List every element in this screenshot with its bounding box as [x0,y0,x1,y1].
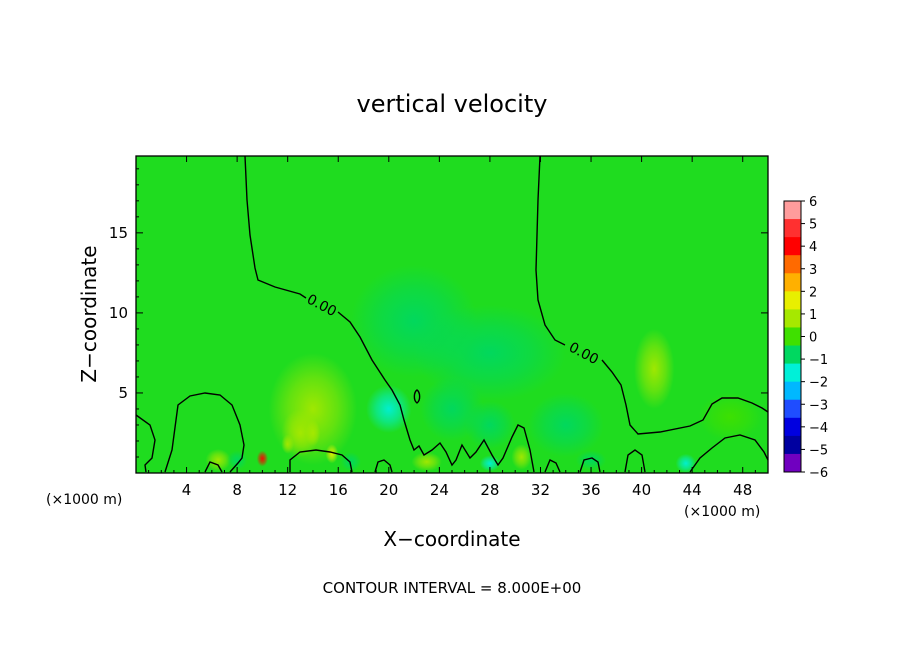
x-tick-label: 28 [480,481,499,499]
x-tick-label: 16 [329,481,348,499]
zero-contour-right [535,155,566,346]
zero-contour-left [244,155,307,299]
field-downdraft [366,384,412,433]
colorbar-label: −4 [809,421,828,436]
colorbar-swatch [784,435,801,455]
x-tick-label: 20 [379,481,398,499]
x-unit-right: (×1000 m) [684,504,760,520]
zero-contour-cell-3 [374,459,393,473]
x-tick-label: 4 [182,481,192,499]
y-tick-label: 5 [118,384,128,402]
colorbar-swatch [784,417,801,437]
colorbar-label: −6 [809,466,828,481]
field-downdraft [575,450,607,470]
zero-contour-cell-2 [289,449,353,473]
zero-contour-cell-1 [164,392,245,473]
field-updraft [325,444,339,464]
x-axis-label: X−coordinate [383,527,520,551]
zero-contour-cell-5 [579,457,601,473]
colorbar-swatch [784,237,801,256]
field-updraft [256,450,269,467]
colorbar-label: −5 [809,443,828,458]
field-updraft [281,434,294,454]
colorbar-swatch [784,255,801,274]
zero-contour-right-continued [601,359,769,435]
x-tick-label: 44 [683,481,702,499]
x-tick-label: 12 [278,481,297,499]
zero-contours [135,155,769,473]
velocity-field [205,264,762,473]
colorbar-label: 0 [809,331,817,346]
colorbar-swatch [784,201,801,220]
field-updraft [411,452,442,472]
colorbar-label: 1 [809,308,817,323]
zero-contour-small-loop [413,389,421,404]
x-unit-left: (×1000 m) [46,492,122,508]
x-tick-label: 40 [632,481,651,499]
field-downdraft [227,450,248,470]
colorbar-label: 5 [809,218,817,233]
colorbar-label: −3 [809,398,828,413]
y-axis-ticks: 5 10 15 [109,168,768,458]
colorbar-swatch [784,219,801,238]
colorbar-label: 3 [809,263,817,278]
field-downdraft [464,400,516,449]
field-downdraft [675,453,696,473]
colorbar-swatch [784,399,801,419]
contour-interval-note: CONTOUR INTERVAL = 8.000E+00 [323,579,582,597]
colorbar-swatch [784,363,801,383]
field-updraft [634,328,675,409]
x-tick-label: 32 [531,481,550,499]
field-updraft [305,420,321,446]
colorbar-label: 6 [809,195,817,210]
colorbar-swatch [784,291,801,310]
colorbar-swatch [784,309,801,328]
x-axis-ticks: 4 8 12 16 20 24 28 32 36 40 44 48 [148,156,756,499]
zero-contour-cell-8 [204,461,223,473]
y-tick-label: 15 [109,224,128,242]
zero-contour-left-updraft [135,414,156,473]
field-downdraft [340,452,361,472]
field-updraft [698,392,762,441]
colorbar-label: −1 [809,353,828,368]
zero-contour-cell-4 [544,459,561,473]
field-updraft [205,448,231,472]
chart-title: vertical velocity [357,90,548,118]
colorbar-swatch [784,453,801,473]
zero-contour-cell-6 [624,449,646,473]
colorbar-label: −2 [809,376,828,391]
x-tick-label: 48 [733,481,752,499]
y-tick-label: 10 [109,304,128,322]
y-axis-label: Z−coordinate [77,245,101,382]
colorbar-swatch [784,327,801,347]
colorbar-label: 4 [809,240,817,255]
colorbar-swatch [784,345,801,365]
zero-contour-left-continued [337,311,535,473]
colorbar-label: 2 [809,285,817,300]
x-tick-label: 36 [581,481,600,499]
colorbar-swatch [784,273,801,292]
plot-area: 0.00 0.00 [135,155,769,474]
x-tick-label: 24 [430,481,449,499]
field-updraft [511,444,532,470]
x-tick-label: 8 [232,481,242,499]
field-downdraft [527,392,604,457]
colorbar: 6 5 4 3 2 1 0 −1 −2 −3 −4 −5 −6 [783,195,828,481]
colorbar-swatch [784,381,801,401]
zero-contour-cell-7 [689,434,769,473]
